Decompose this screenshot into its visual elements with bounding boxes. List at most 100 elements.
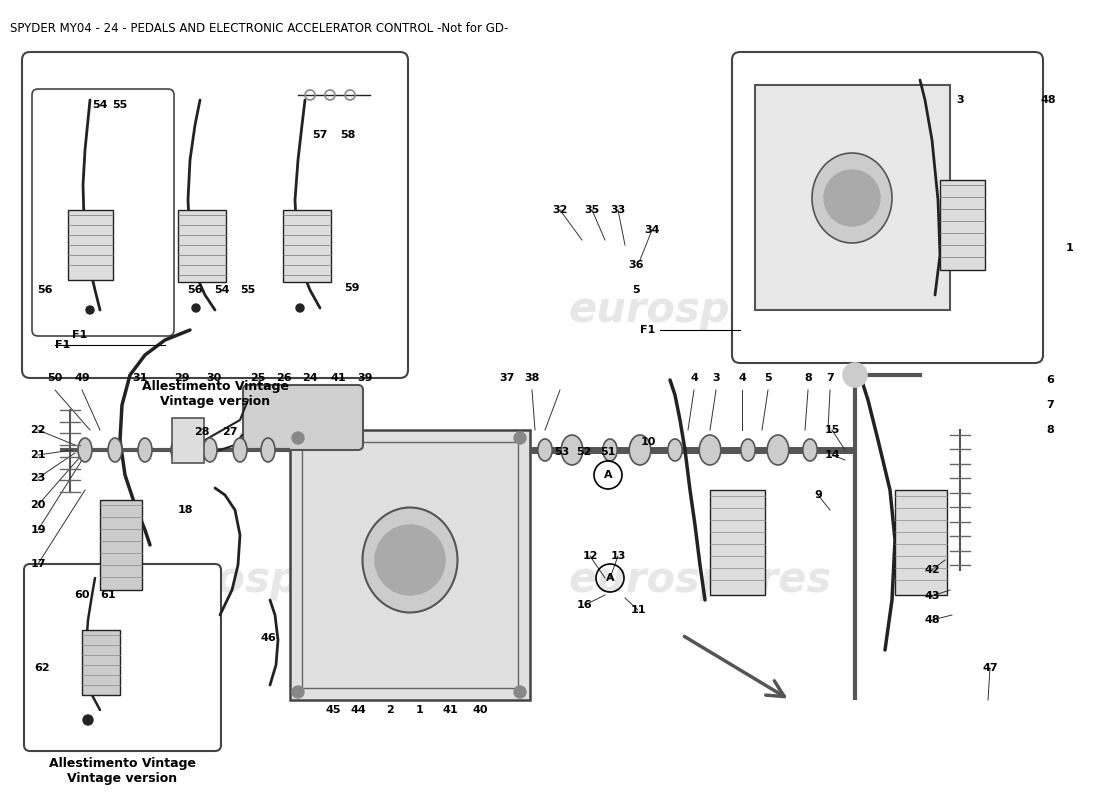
Text: 21: 21 xyxy=(31,450,46,460)
Text: 12: 12 xyxy=(582,551,597,561)
Text: 41: 41 xyxy=(442,705,458,715)
Text: 8: 8 xyxy=(1046,425,1054,435)
Text: A: A xyxy=(604,470,613,480)
Ellipse shape xyxy=(561,435,583,465)
Ellipse shape xyxy=(138,438,152,462)
Circle shape xyxy=(292,686,304,698)
Text: eurospares: eurospares xyxy=(139,559,402,601)
Text: 23: 23 xyxy=(31,473,46,483)
Ellipse shape xyxy=(170,438,185,462)
Text: 56: 56 xyxy=(187,285,202,295)
Text: 19: 19 xyxy=(30,525,46,535)
Text: 5: 5 xyxy=(632,285,640,295)
Text: 50: 50 xyxy=(47,373,63,383)
Text: 2: 2 xyxy=(386,705,394,715)
Text: eurospares: eurospares xyxy=(569,559,832,601)
Text: 7: 7 xyxy=(826,373,834,383)
Text: 1: 1 xyxy=(1066,243,1074,253)
Text: 28: 28 xyxy=(195,427,210,437)
Ellipse shape xyxy=(108,438,122,462)
Text: 56: 56 xyxy=(37,285,53,295)
Text: 20: 20 xyxy=(31,500,46,510)
Text: 32: 32 xyxy=(552,205,568,215)
Bar xyxy=(283,210,331,282)
Bar xyxy=(68,210,113,280)
Ellipse shape xyxy=(538,439,552,461)
Text: Allestimento Vintage
Vintage version: Allestimento Vintage Vintage version xyxy=(50,757,196,785)
Text: 8: 8 xyxy=(804,373,812,383)
Text: 60: 60 xyxy=(75,590,90,600)
Bar xyxy=(940,180,984,270)
Ellipse shape xyxy=(603,439,617,461)
Circle shape xyxy=(514,686,526,698)
FancyBboxPatch shape xyxy=(243,385,363,450)
Text: A: A xyxy=(606,573,614,583)
Bar xyxy=(290,430,530,700)
Ellipse shape xyxy=(700,435,720,465)
Text: 30: 30 xyxy=(207,373,221,383)
Ellipse shape xyxy=(204,438,217,462)
Text: 4: 4 xyxy=(738,373,746,383)
Text: 11: 11 xyxy=(630,605,646,615)
Text: eurospares: eurospares xyxy=(569,289,832,331)
FancyBboxPatch shape xyxy=(22,52,408,378)
Bar xyxy=(100,500,142,590)
Text: 51: 51 xyxy=(601,447,616,457)
Text: 36: 36 xyxy=(628,260,643,270)
Text: 22: 22 xyxy=(31,425,46,435)
Ellipse shape xyxy=(629,435,651,465)
Text: 45: 45 xyxy=(326,705,341,715)
Ellipse shape xyxy=(261,438,275,462)
Text: F1: F1 xyxy=(640,325,654,335)
Circle shape xyxy=(843,363,867,387)
Text: 61: 61 xyxy=(100,590,116,600)
Text: 17: 17 xyxy=(31,559,46,569)
Bar xyxy=(172,418,204,463)
Text: 59: 59 xyxy=(344,283,360,293)
Text: 55: 55 xyxy=(241,285,255,295)
Ellipse shape xyxy=(668,439,682,461)
Text: Allestimento Vintage
Vintage version: Allestimento Vintage Vintage version xyxy=(142,380,288,408)
Text: F1: F1 xyxy=(73,330,88,340)
Circle shape xyxy=(82,715,94,725)
Circle shape xyxy=(296,304,304,312)
Text: 48: 48 xyxy=(1041,95,1056,105)
Text: 29: 29 xyxy=(174,373,190,383)
Ellipse shape xyxy=(78,438,92,462)
Text: 38: 38 xyxy=(525,373,540,383)
Text: 5: 5 xyxy=(764,373,772,383)
Text: 33: 33 xyxy=(610,205,626,215)
Circle shape xyxy=(86,306,94,314)
Circle shape xyxy=(514,432,526,444)
Text: 13: 13 xyxy=(610,551,626,561)
Text: 10: 10 xyxy=(640,437,656,447)
Text: 31: 31 xyxy=(132,373,147,383)
Circle shape xyxy=(375,525,446,595)
Text: 40: 40 xyxy=(472,705,487,715)
Text: 44: 44 xyxy=(350,705,366,715)
Text: 41: 41 xyxy=(330,373,345,383)
Text: 48: 48 xyxy=(924,615,939,625)
Text: 35: 35 xyxy=(584,205,600,215)
Text: 58: 58 xyxy=(340,130,355,140)
Text: 43: 43 xyxy=(924,591,939,601)
Text: 14: 14 xyxy=(824,450,839,460)
Text: 52: 52 xyxy=(576,447,592,457)
Ellipse shape xyxy=(767,435,789,465)
Text: 42: 42 xyxy=(924,565,939,575)
Ellipse shape xyxy=(812,153,892,243)
FancyBboxPatch shape xyxy=(732,52,1043,363)
Circle shape xyxy=(292,432,304,444)
Bar xyxy=(755,85,950,310)
Text: 54: 54 xyxy=(214,285,230,295)
Circle shape xyxy=(192,304,200,312)
Text: 25: 25 xyxy=(251,373,266,383)
Text: 6: 6 xyxy=(1046,375,1054,385)
Bar xyxy=(178,210,226,282)
Text: 24: 24 xyxy=(302,373,318,383)
Text: F1: F1 xyxy=(55,340,70,350)
FancyBboxPatch shape xyxy=(32,89,174,336)
Text: eurospares: eurospares xyxy=(139,289,402,331)
Text: 49: 49 xyxy=(74,373,90,383)
Bar xyxy=(895,490,947,595)
